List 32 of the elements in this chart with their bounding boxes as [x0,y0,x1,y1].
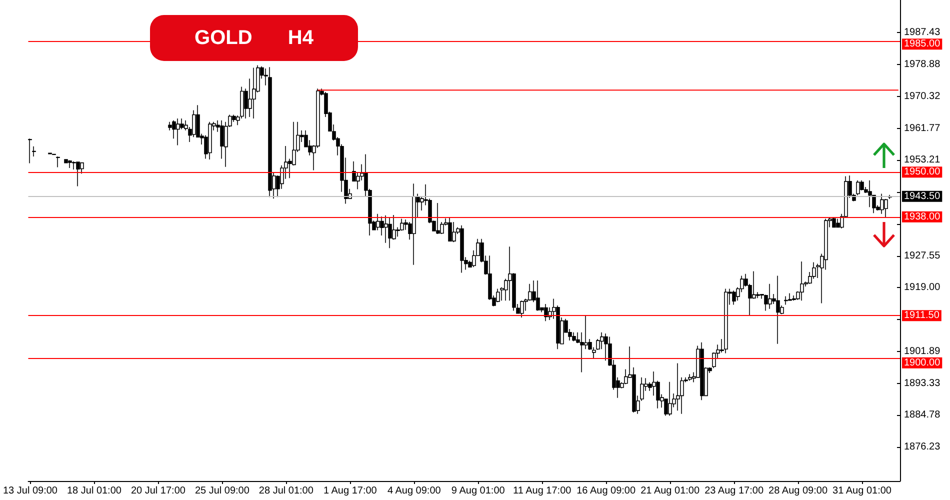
ref-line-label: 1943.50 [904,190,941,202]
y-tick-label: 1978.88 [904,59,941,70]
y-tick-label: 1919.00 [904,282,941,294]
x-tick-label: 31 Aug 01:00 [832,486,892,496]
x-tick-label: 28 Jul 01:00 [258,486,314,496]
ref-line-label: 1900.00 [904,357,941,368]
x-tick-label: 16 Aug 09:00 [576,486,636,496]
x-tick-label: 20 Jul 17:00 [130,486,186,496]
y-tick-label: 1953.21 [904,154,941,166]
x-tick-label: 25 Jul 09:00 [194,486,250,496]
x-tick-label: 13 Jul 09:00 [2,486,58,496]
y-tick-label: 1927.55 [904,250,941,262]
y-tick-label: 1901.89 [904,346,941,357]
y-tick-label: 1970.32 [904,90,941,102]
x-tick-label: 18 Jul 01:00 [66,486,122,496]
x-tick-label: 4 Aug 09:00 [387,486,442,496]
y-tick-label: 1876.23 [904,441,941,452]
ref-line-label: 1950.00 [904,166,941,178]
ref-line-label: 1911.50 [904,310,940,322]
x-tick-label: 21 Aug 01:00 [640,486,700,496]
ref-line-label: 1985.00 [904,38,941,50]
x-tick-label: 9 Aug 01:00 [451,486,506,496]
x-tick-label: 1 Aug 17:00 [323,486,378,496]
y-tick-label: 1884.78 [904,410,941,421]
x-tick-label: 28 Aug 09:00 [768,486,828,496]
x-tick-label: 23 Aug 17:00 [704,486,764,496]
text: GOLD H4 [194,26,314,50]
y-tick-label: 1987.43 [904,27,941,38]
x-tick-label: 11 Aug 17:00 [513,486,572,496]
y-tick-label: 1961.77 [904,122,941,134]
ref-line-label: 1938.00 [904,211,941,222]
y-tick-label: 1893.33 [904,378,941,389]
